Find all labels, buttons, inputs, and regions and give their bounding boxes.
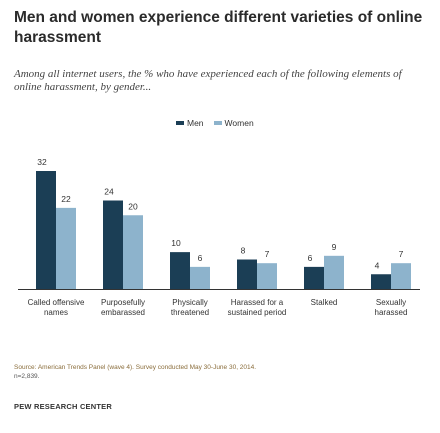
category-label-0: Called offensive names	[27, 298, 85, 317]
data-label-women-1: 20	[128, 201, 138, 211]
legend-label-women: Women	[224, 118, 254, 128]
bar-men-2	[170, 252, 190, 289]
legend-item-men: Men	[176, 118, 204, 128]
bar-men-0	[36, 171, 56, 289]
data-label-women-0: 22	[61, 194, 71, 204]
data-label-men-4: 6	[308, 253, 313, 263]
legend-label-men: Men	[187, 118, 204, 128]
bar-women-4	[324, 255, 344, 289]
data-label-women-2: 6	[198, 253, 203, 263]
data-label-men-0: 32	[37, 157, 47, 167]
category-label-1: Purposefully embarassed	[100, 298, 146, 317]
organization-credit: PEW RESEARCH CENTER	[14, 402, 112, 411]
bar-men-1	[103, 200, 123, 289]
category-label-2: Physically threatened	[170, 298, 210, 317]
bar-chart: 32 22 24 20 10 6 8 7 6 9 4 7	[18, 157, 420, 290]
legend-swatch-men	[176, 121, 184, 125]
bar-men-4	[304, 266, 324, 289]
data-label-men-3: 8	[241, 246, 246, 256]
chart-title: Men and women experience different varie…	[14, 9, 423, 46]
data-label-women-4: 9	[332, 242, 337, 252]
data-label-women-5: 7	[399, 249, 404, 259]
category-label-4: Stalked	[310, 298, 338, 307]
legend-item-women: Women	[213, 118, 254, 128]
category-label-5: Sexually harassed	[374, 298, 408, 317]
sample-size-note: n=2,839.	[14, 373, 40, 380]
bar-men-3	[237, 259, 257, 289]
legend-swatch-women	[213, 121, 222, 125]
bar-women-3	[257, 263, 277, 289]
bar-women-0	[56, 207, 76, 289]
bar-women-1	[123, 215, 143, 289]
bar-women-5	[391, 263, 411, 289]
chart-subtitle: Among all internet users, the % who have…	[14, 68, 402, 93]
chart-footer: Source: American Trends Panel (wave 4). …	[14, 363, 434, 381]
data-label-men-2: 10	[171, 238, 181, 248]
bar-women-2	[190, 266, 210, 289]
category-label-3: Harassed for a sustained period	[227, 298, 287, 317]
data-label-men-1: 24	[104, 187, 114, 197]
data-label-men-5: 4	[375, 260, 380, 270]
bar-men-5	[371, 274, 391, 289]
source-note: Source: American Trends Panel (wave 4). …	[14, 364, 257, 371]
data-label-women-3: 7	[265, 249, 270, 259]
chart-legend: Men Women	[176, 116, 264, 130]
